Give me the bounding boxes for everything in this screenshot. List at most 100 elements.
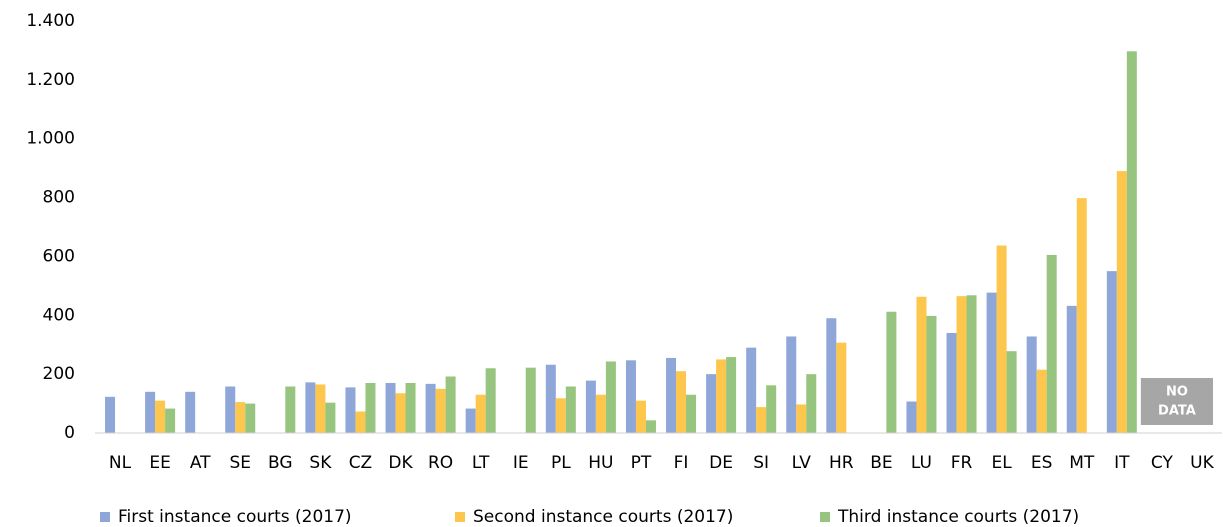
bar [365, 382, 376, 433]
bar [385, 382, 396, 433]
x-tick-label: AT [190, 453, 211, 473]
bar [625, 360, 636, 433]
x-tick-label: FR [951, 453, 973, 473]
bar [165, 408, 176, 433]
bar [425, 383, 436, 433]
bar [806, 374, 817, 433]
bar [996, 245, 1007, 433]
bar [475, 394, 486, 433]
bar [786, 336, 797, 433]
bar [666, 357, 677, 433]
x-tick-label: UK [1190, 453, 1214, 473]
bar [916, 296, 927, 433]
legend-swatch [100, 512, 110, 522]
bar [906, 401, 917, 433]
bar [1006, 351, 1017, 433]
bar [155, 400, 166, 433]
bar [716, 359, 727, 433]
bar [706, 374, 717, 433]
x-tick-label: PL [551, 453, 571, 473]
bar [676, 371, 687, 433]
bar [485, 368, 496, 433]
bar [635, 400, 646, 433]
bar [726, 357, 737, 433]
y-tick-label: 1.000 [26, 129, 75, 149]
bar [1076, 198, 1087, 433]
bar [245, 403, 256, 433]
bar [1036, 369, 1047, 433]
bar [545, 364, 556, 433]
bar [305, 382, 316, 433]
x-tick-label: IT [1114, 453, 1130, 473]
bar [345, 387, 356, 433]
x-tick-label: HU [588, 453, 613, 473]
bar [686, 394, 697, 433]
bar [435, 388, 446, 433]
y-tick-label: 0 [64, 423, 75, 443]
legend-swatch [820, 512, 830, 522]
x-tick-label: BE [870, 453, 892, 473]
bar [645, 420, 656, 433]
bar [145, 391, 156, 433]
x-tick-label: LU [911, 453, 932, 473]
bar [886, 311, 897, 433]
bar [605, 361, 616, 433]
x-tick-label: IE [513, 453, 529, 473]
bar [1046, 254, 1057, 433]
annotation-box [1140, 378, 1213, 425]
y-tick-label: 800 [43, 188, 75, 208]
bar [325, 402, 336, 433]
bar [1126, 51, 1137, 433]
bar [105, 396, 116, 433]
x-tick-label: EE [149, 453, 170, 473]
x-tick-label: FI [674, 453, 689, 473]
x-tick-label: SI [753, 453, 769, 473]
x-tick-label: LT [472, 453, 490, 473]
x-tick-label: DE [709, 453, 733, 473]
x-tick-label: CZ [349, 453, 373, 473]
bar [926, 315, 937, 433]
x-tick-label: PT [631, 453, 652, 473]
y-tick-label: 600 [43, 246, 75, 266]
bar [946, 332, 957, 433]
x-tick-label: HR [829, 453, 854, 473]
y-tick-label: 1.400 [26, 11, 75, 31]
x-tick-label: LV [792, 453, 812, 473]
bar [956, 296, 967, 433]
bar [1066, 305, 1077, 433]
bar [235, 402, 246, 433]
bar [525, 367, 536, 433]
legend-label: Third instance courts (2017) [837, 507, 1079, 527]
bar [1026, 336, 1037, 433]
bar [836, 342, 847, 433]
x-tick-label: CY [1151, 453, 1174, 473]
bar [766, 385, 777, 433]
bar [796, 404, 807, 433]
y-tick-label: 400 [43, 305, 75, 325]
bar [756, 407, 767, 433]
bar [565, 386, 576, 433]
x-tick-label: DK [388, 453, 413, 473]
bar [1116, 171, 1127, 434]
bar [185, 391, 196, 433]
bar [285, 386, 296, 433]
legend-label: First instance courts (2017) [118, 507, 352, 527]
bar [595, 394, 606, 433]
bar [746, 347, 757, 433]
legend-label: Second instance courts (2017) [473, 507, 733, 527]
bar [986, 292, 997, 433]
legend-swatch [455, 512, 465, 522]
y-tick-label: 1.200 [26, 70, 75, 90]
x-tick-label: SK [309, 453, 332, 473]
bar [966, 295, 977, 433]
x-tick-label: ES [1031, 453, 1053, 473]
x-tick-label: EL [991, 453, 1012, 473]
y-tick-label: 200 [43, 364, 75, 384]
x-tick-label: BG [268, 453, 293, 473]
annotation: NO [1166, 385, 1188, 400]
bar [826, 318, 837, 433]
bar [405, 382, 416, 433]
bar [445, 376, 456, 433]
x-tick-label: SE [229, 453, 251, 473]
